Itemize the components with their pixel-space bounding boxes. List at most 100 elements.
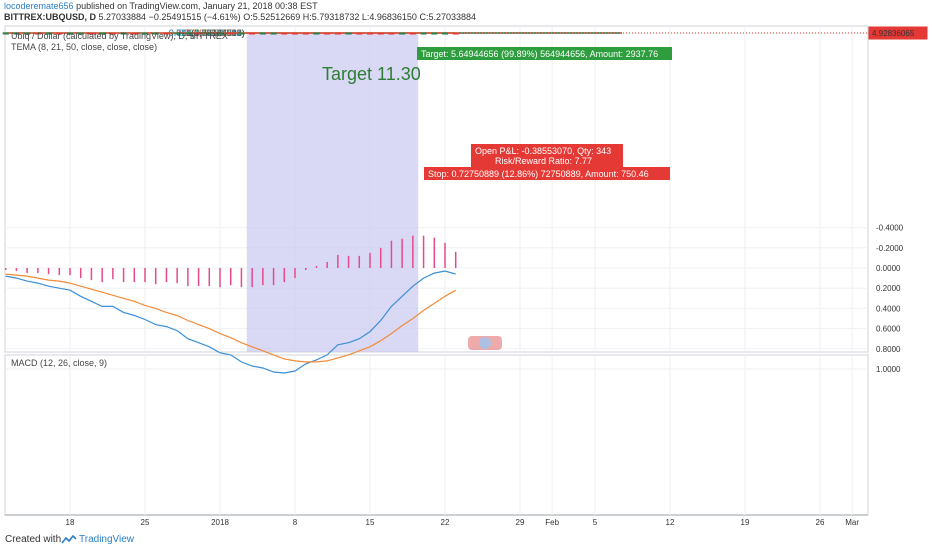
candle-body [131, 32, 138, 35]
stop-label: Stop: 0.72750889 (12.86%) 72750889, Amou… [424, 167, 670, 180]
candle-body [292, 32, 298, 35]
macd-signal-line [5, 273, 456, 363]
tradingview-logo-icon [61, 535, 77, 544]
main-legend: Ubiq / Dollar (calculated by TradingView… [11, 31, 228, 41]
price-pane [4, 25, 869, 353]
time-axis-label: 15 [366, 518, 375, 527]
candle-body [334, 32, 341, 35]
candle-body [2, 32, 9, 35]
symbol: BITTREX:UBQUSD, D [4, 12, 96, 22]
candle-body [206, 32, 213, 35]
tradingview-brand[interactable]: TradingView [79, 534, 135, 545]
low-value: 4.96836150 [369, 12, 417, 22]
candle-body [13, 32, 20, 35]
high-value: 5.79318732 [311, 12, 360, 22]
candle-body [109, 32, 116, 35]
close-label: C: [419, 12, 429, 22]
open-pnl-label: Open P&L: -0.38553070, Qty: 343Risk/Rewa… [471, 144, 623, 167]
macd-axis-label: 0.6000 [876, 325, 901, 334]
low-label: L: [361, 12, 370, 22]
open-pnl-text: Open P&L: -0.38553070, Qty: 343 [475, 146, 611, 156]
candle-body [142, 32, 148, 35]
candle-body [99, 32, 106, 35]
date-range-box [246, 33, 419, 353]
candle-body [56, 32, 63, 35]
tradingview-watermark-icon [468, 336, 502, 350]
candle-body [88, 32, 95, 35]
candle-body [120, 32, 127, 35]
author-link[interactable]: locoderemate656 [4, 1, 74, 11]
stop-label-text: Stop: 0.72750889 (12.86%) 72750889, Amou… [428, 169, 649, 179]
candle-body [152, 32, 159, 35]
time-axis-label: 22 [441, 518, 450, 527]
candle-body [442, 32, 448, 35]
time-axis-label: 19 [741, 518, 750, 527]
macd-line [5, 270, 456, 374]
macd-axis-label: 0.8000 [876, 345, 901, 354]
candle-body [184, 32, 191, 35]
price-change: −0.25491515 (−4.61%) [148, 12, 241, 22]
candle-body [420, 32, 427, 35]
time-axis-label: 18 [66, 518, 75, 527]
macd-pane [4, 354, 869, 516]
time-axis-label: 26 [816, 518, 825, 527]
candle-body [367, 32, 373, 35]
publish-info: locoderemate656 published on TradingView… [4, 1, 318, 11]
macd-axis-label: -0.2000 [876, 244, 904, 253]
candle-body [313, 32, 320, 35]
time-axis-label: 25 [141, 518, 150, 527]
tema-legend: TEMA (8, 21, 50, close, close, close) [11, 42, 158, 52]
symbol-info: BITTREX:UBQUSD, D 5.27033884 −0.25491515… [4, 12, 476, 22]
candle-body [227, 32, 234, 35]
candle-body [409, 32, 416, 35]
time-axis-label: Mar [845, 518, 859, 527]
candle-body [431, 32, 438, 35]
candle-body [259, 32, 266, 35]
stop-label-bg [424, 167, 670, 180]
macd-axis-label: 1.0000 [876, 365, 901, 374]
candle-body [281, 32, 288, 35]
candle-body [377, 32, 384, 35]
last-price: 5.27033884 [98, 12, 147, 22]
target-big-text: Target 11.30 [322, 64, 421, 84]
close-value: 5.27033884 [428, 12, 477, 22]
candle-body [45, 32, 52, 35]
macd-axis-label: 0.4000 [876, 304, 901, 313]
risk-reward-text: Risk/Reward Ratio: 7.77 [495, 156, 592, 166]
candle-body [302, 32, 309, 35]
time-axis-label: 12 [666, 518, 675, 527]
price-chart[interactable]: 14.0000000010.000000008.500000007.000000… [0, 0, 932, 529]
time-axis-label: 2018 [211, 518, 229, 527]
candle-body [452, 32, 459, 35]
candle-body [345, 32, 352, 35]
created-with-text: Created with [5, 534, 62, 545]
candle-body [163, 32, 170, 35]
price-label-text: 4.92836065 [872, 29, 915, 38]
candle-body [195, 32, 202, 35]
open-label: O: [243, 12, 253, 22]
price-label-bg [868, 26, 928, 40]
open-value: 5.52512669 [252, 12, 301, 22]
time-axis-label: Feb [545, 518, 559, 527]
macd-legend: MACD (12, 26, close, 9) [11, 358, 108, 368]
macd-axis-label: -0.4000 [876, 224, 904, 233]
watermark-dot [479, 337, 491, 349]
candle-body [174, 32, 181, 35]
candle-body [238, 32, 245, 35]
time-axis-label: 5 [593, 518, 598, 527]
candle-body [217, 32, 223, 35]
footer: Created with TradingView [0, 529, 932, 550]
high-label: H: [302, 12, 312, 22]
macd-axis-label: 0.0000 [876, 264, 901, 273]
candle-body [67, 32, 73, 35]
candle-body [249, 32, 256, 35]
macd-axis-label: 0.2000 [876, 284, 901, 293]
target-label: Target: 5.64944656 (99.89%) 564944656, A… [417, 47, 672, 60]
candle-body [324, 32, 331, 35]
target-label-bg [417, 47, 672, 60]
candle-body [77, 32, 84, 35]
candle-body [270, 32, 277, 35]
publish-text: published on TradingView.com, January 21… [76, 1, 318, 11]
time-axis-label: 29 [516, 518, 525, 527]
target-label-text: Target: 5.64944656 (99.89%) 564944656, A… [421, 49, 658, 59]
